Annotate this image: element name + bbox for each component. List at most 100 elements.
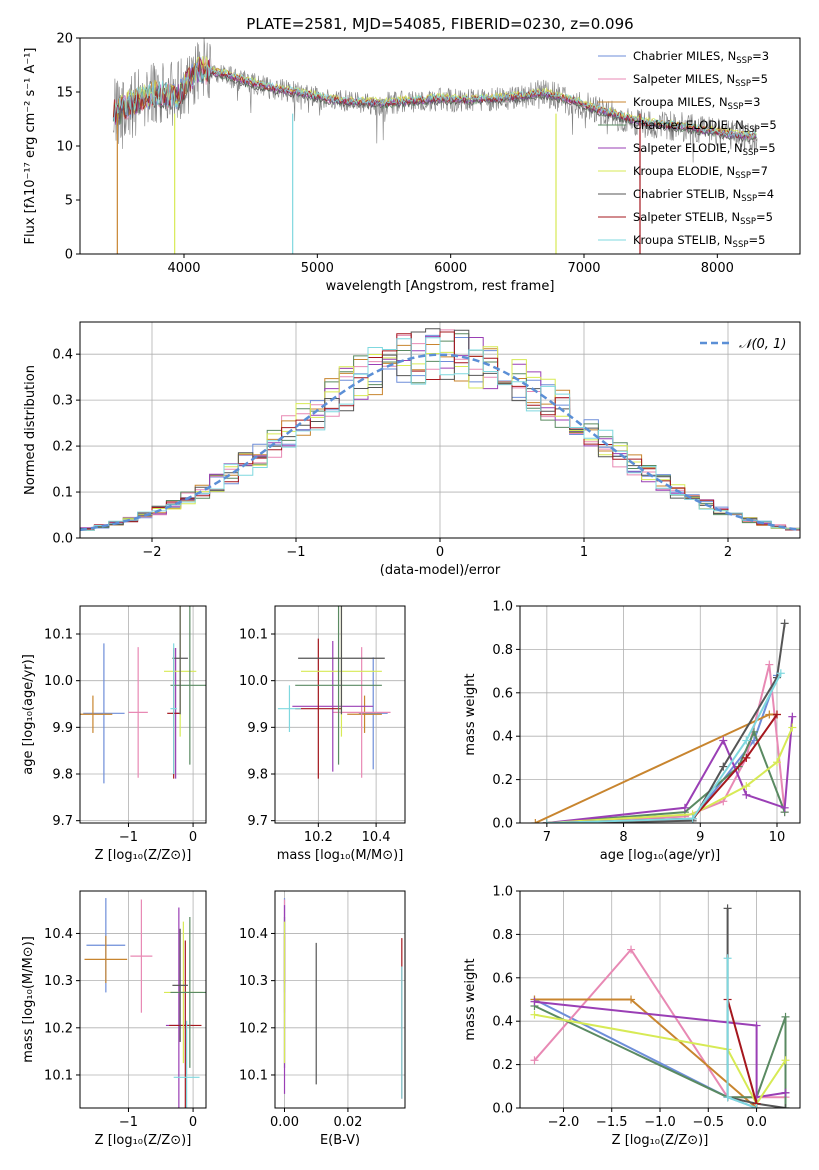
spectrum-frame-group: 4000 5000 6000 7000 8000 0 5 10 15 20 wavelength [… — [23, 32, 801, 294]
massweight_vs_Z-marker-3-3 — [781, 1012, 790, 1021]
age_vs_Z-ytick-label: 9.9 — [52, 721, 73, 736]
spectrum-xtick-label: 7000 — [567, 261, 600, 276]
mass_vs_Z-ylabel: mass [log₁₀(M/M⊙)] — [21, 936, 36, 1063]
spectrum-ytick-label: 0 — [65, 248, 73, 263]
mass_vs_Z-axes: −1 0 10.1 10.2 10.3 10.4 Z [log₁₀(Z/Z⊙)] mass [… — [21, 890, 207, 1148]
age_vs_mass-ytick-label: 9.7 — [247, 814, 268, 829]
age_vs_mass-ytick-label: 10.0 — [239, 674, 268, 689]
massweight_vs_Z-marker-2-1 — [627, 995, 636, 1004]
legend-label-0: Chabrier MILES, NSSP=3 — [633, 49, 769, 66]
massweight_vs_Z-marker-6-3 — [781, 1104, 790, 1108]
massweight_vs_Z-series-5 — [534, 1013, 787, 1106]
massweight_vs_age-marker-4-4 — [780, 803, 789, 812]
spectrum-xtick-label: 5000 — [301, 261, 334, 276]
massweight_vs_age-marker-6-4 — [780, 619, 789, 628]
mass_vs_Z-xtick-label: 0 — [189, 1115, 197, 1130]
mass_vs_EBV-xtick-label: 0.00 — [270, 1115, 299, 1130]
age_vs_mass-xtick-label: 10.4 — [362, 830, 391, 845]
massweight_vs_age-ytick-label: 0.8 — [492, 643, 513, 658]
massweight_vs_age-xtick-label: 8 — [619, 830, 627, 845]
massweight_vs_age-ytick-label: 0.6 — [492, 686, 513, 701]
massweight_vs_Z-xlabel: Z [log₁₀(Z/Z⊙)] — [612, 1133, 709, 1148]
residuals-ylabel: Normed distribution — [23, 365, 38, 495]
age_vs_Z-xtick-label: −1 — [119, 830, 138, 845]
massweight_vs_age-series-7 — [546, 713, 778, 823]
massweight_vs_age-marker-8-3 — [776, 669, 785, 678]
residuals-plot-area — [80, 328, 800, 533]
residuals-ytick-label: 0.4 — [52, 348, 73, 363]
spectrum-xlabel: wavelength [Angstrom, rest frame] — [326, 279, 555, 294]
mass_vs_Z-xlabel: Z [log₁₀(Z/Z⊙)] — [95, 1133, 192, 1148]
age_vs_mass-frame — [274, 605, 406, 824]
residuals-xtick-label: 1 — [580, 545, 588, 560]
massweight_vs_age-ytick-label: 0.4 — [492, 730, 513, 745]
massweight_vs_age-xtick-label: 9 — [696, 830, 704, 845]
residual-histogram-8 — [80, 337, 800, 532]
massweight_vs_Z-marker-5-3 — [781, 1056, 790, 1065]
massweight_vs_age-marker-8-1 — [688, 814, 697, 823]
mass_vs_Z-frame-group: −1 0 10.1 10.2 10.3 10.4 Z [log₁₀(Z/Z⊙)] mass [… — [21, 890, 207, 1148]
age_vs_Z-ytick-label: 10.0 — [44, 674, 73, 689]
mass_vs_Z-ytick-label: 10.2 — [44, 1021, 73, 1036]
massweight_vs_age-marker-4-5 — [788, 712, 797, 721]
mass_vs_Z-plot-area — [84, 898, 206, 1108]
massweight_vs_Z-ytick-label: 1.0 — [492, 885, 513, 900]
massweight_vs_Z-ytick-label: 0.8 — [492, 928, 513, 943]
massweight_vs_age-ylabel: mass weight — [463, 673, 478, 755]
massweight_vs_age-marker-5-4 — [788, 723, 797, 732]
massweight_vs_Z-marker-4-1 — [752, 1021, 761, 1030]
massweight_vs_Z-marker-4-4 — [781, 1088, 790, 1097]
age_vs_Z-frame — [79, 605, 207, 824]
spectrum-ytick-label: 20 — [56, 32, 73, 47]
age_vs_mass-frame-group: 10.2 10.4 9.7 9.8 9.9 10.0 10.1 mass [log₁₀(M/M… — [239, 605, 406, 863]
massweight_vs_age-marker-4-2 — [719, 736, 728, 745]
residuals-frame-group: −2 −1 0 1 2 0.0 0.1 0.2 0.3 0.4 (data-model)/error… — [23, 321, 801, 578]
legend-label-4: Salpeter ELODIE, NSSP=5 — [633, 141, 776, 158]
residuals-ytick-label: 0.2 — [52, 440, 73, 455]
legend-label-8: Kroupa STELIB, NSSP=5 — [633, 233, 765, 250]
mass_vs_Z-ytick-label: 10.1 — [44, 1068, 73, 1083]
model-spectrum-6 — [112, 63, 757, 143]
massweight_vs_Z-marker-8-1 — [723, 1093, 732, 1102]
age_vs_mass-xtick-label: 10.2 — [304, 830, 333, 845]
mass_vs_Z-xtick-label: −1 — [119, 1115, 138, 1130]
massweight_vs_age-frame — [519, 605, 801, 824]
spectrum-ytick-label: 15 — [56, 86, 73, 101]
massweight_vs_Z-marker-6-0 — [723, 904, 732, 913]
gaussian-curve — [80, 353, 800, 532]
massweight_vs_Z-xtick-label: −1.5 — [596, 1115, 628, 1130]
massweight_vs_age-marker-7-2 — [742, 753, 751, 762]
age_vs_Z-plot-area — [80, 606, 206, 784]
residuals-xlabel: (data-model)/error — [380, 563, 501, 578]
spectrum-legend: Chabrier MILES, NSSP=3 Salpeter MILES, NS… — [598, 49, 777, 250]
massweight_vs_Z-marker-8-2 — [752, 1104, 761, 1108]
massweight_vs_age-plot-area — [531, 619, 797, 823]
massweight_vs_Z-marker-1-1 — [627, 945, 636, 954]
residuals-ytick-label: 0.3 — [52, 394, 73, 409]
massweight_vs_Z-ytick-label: 0.6 — [492, 971, 513, 986]
age_vs_mass-xlabel: mass [log₁₀(M/M⊙)] — [277, 848, 404, 863]
residuals-ytick-label: 0.0 — [52, 532, 73, 547]
legend-label-2: Kroupa MILES, NSSP=3 — [633, 95, 760, 112]
residuals-ytick-label: 0.1 — [52, 486, 73, 501]
age_vs_mass-ytick-label: 10.1 — [239, 628, 268, 643]
massweight_vs_age-marker-2-1 — [765, 710, 774, 719]
spectrum-axes: 4000 5000 6000 7000 8000 0 5 10 15 20 wavelength [… — [23, 32, 801, 294]
massweight_vs_age-marker-5-3 — [772, 758, 781, 767]
massweight_vs_Z-xtick-label: −2.0 — [548, 1115, 580, 1130]
mass_vs_EBV-ytick-label: 10.3 — [239, 974, 268, 989]
spectrum-xtick-label: 4000 — [167, 261, 200, 276]
massweight_vs_age-xlabel: age [log₁₀(age/yr)] — [600, 848, 721, 863]
mass_vs_EBV-xlabel: E(B-V) — [320, 1133, 360, 1148]
residuals-xtick-label: 2 — [724, 545, 732, 560]
mass_vs_Z-frame — [79, 890, 207, 1109]
massweight_vs_Z-xtick-label: 0.0 — [746, 1115, 767, 1130]
massweight_vs_Z-plot-area — [530, 904, 790, 1108]
mass_vs_EBV-xtick-label: 0.02 — [333, 1115, 362, 1130]
residuals-legend-label: 𝒩(0, 1) — [739, 337, 786, 352]
residuals-xtick-label: −1 — [286, 545, 305, 560]
legend-label-7: Salpeter STELIB, NSSP=5 — [633, 210, 773, 227]
age_vs_mass-ytick-label: 9.8 — [247, 768, 268, 783]
